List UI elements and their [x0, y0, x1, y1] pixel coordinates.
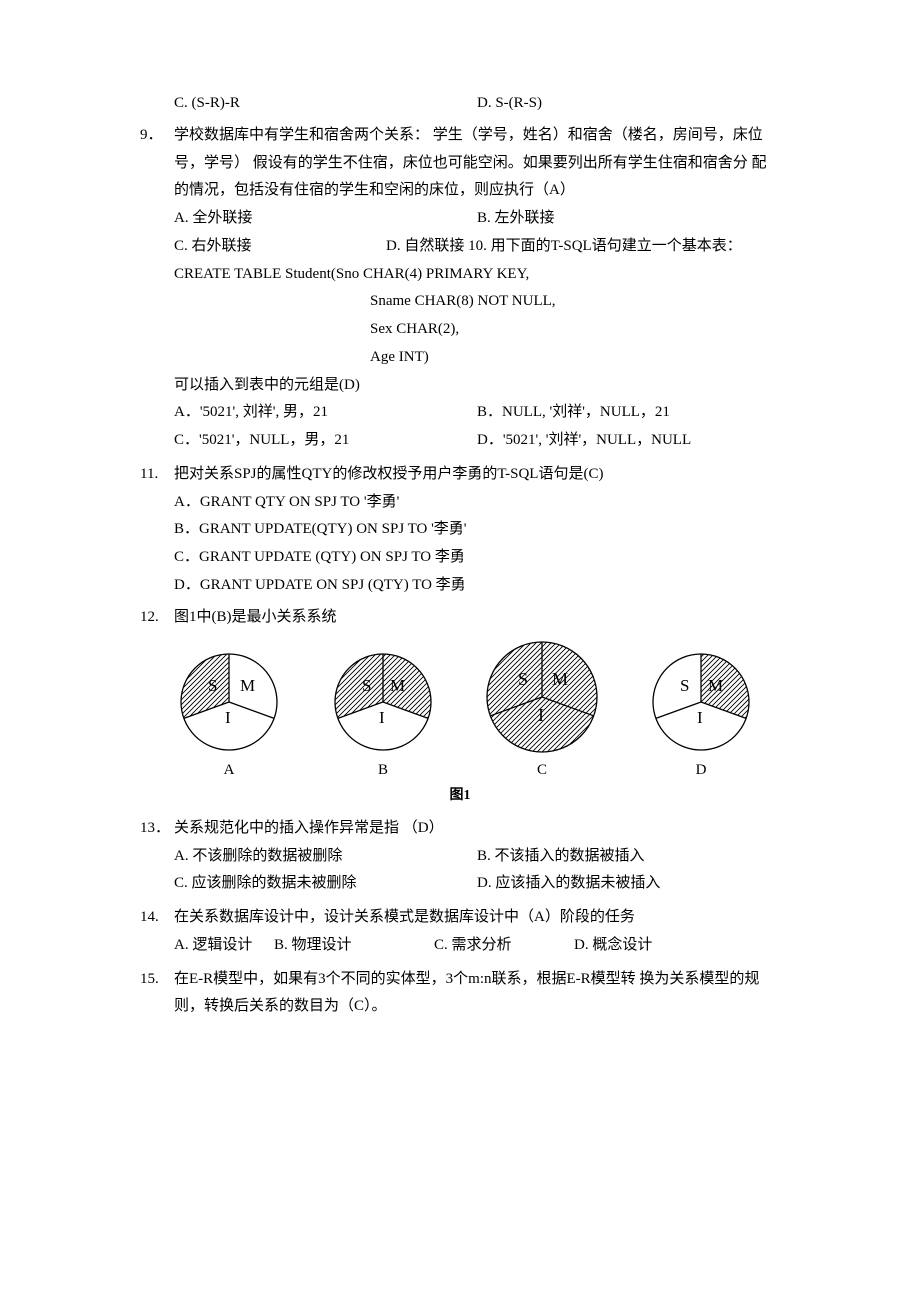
q14-stem: 在关系数据库设计中，设计关系模式是数据库设计中（A）阶段的任务 — [174, 904, 780, 932]
q12-caption: 图1 — [140, 783, 780, 809]
q12-label-c: C — [482, 757, 602, 785]
q14: 14. 在关系数据库设计中，设计关系模式是数据库设计中（A）阶段的任务 A. 逻… — [140, 904, 780, 960]
svg-text:M: M — [708, 676, 723, 695]
q12-figure-row: S M I A — [140, 631, 780, 785]
q12-stem: 图1中(B)是最小关系系统 — [174, 604, 780, 632]
q10-code-1: CREATE TABLE Student(Sno CHAR(4) PRIMARY… — [140, 261, 780, 289]
q13-stem: 关系规范化中的插入操作异常是指 （D） — [174, 815, 780, 843]
q12-fig-c: S M I C — [482, 637, 602, 785]
q15-stem: 在E-R模型中，如果有3个不同的实体型，3个m:n联系，根据E-R模型转 换为关… — [174, 966, 780, 1022]
q12-label-b: B — [328, 757, 438, 785]
q9-opt-b: B. 左外联接 — [477, 205, 780, 233]
svg-text:M: M — [240, 676, 255, 695]
q13-opt-a: A. 不该删除的数据被删除 — [174, 843, 477, 871]
svg-text:S: S — [208, 676, 217, 695]
q10-code-2: Sname CHAR(8) NOT NULL, — [140, 288, 780, 316]
q15: 15. 在E-R模型中，如果有3个不同的实体型，3个m:n联系，根据E-R模型转… — [140, 966, 780, 1022]
q13-opt-c: C. 应该删除的数据未被删除 — [174, 870, 477, 898]
q9-opt-d-q10-stem: D. 自然联接 10. 用下面的T-SQL语句建立一个基本表： — [386, 233, 920, 261]
q14-opt-b: B. 物理设计 — [274, 932, 434, 960]
q12: 12. 图1中(B)是最小关系系统 S — [140, 604, 780, 809]
svg-text:S: S — [680, 676, 689, 695]
q12-label-d: D — [646, 757, 756, 785]
q10-opt-b: B．NULL, '刘祥'，NULL，21 — [477, 399, 780, 427]
svg-text:I: I — [225, 708, 231, 727]
svg-text:I: I — [538, 705, 544, 725]
q13-opt-d: D. 应该插入的数据未被插入 — [477, 870, 780, 898]
q10-opt-a: A．'5021', 刘祥', 男，21 — [174, 399, 477, 427]
q10-opt-d: D．'5021', '刘祥'，NULL，NULL — [477, 427, 780, 455]
q14-num: 14. — [140, 904, 174, 932]
q8-opt-d: D. S-(R-S) — [477, 90, 780, 118]
svg-text:S: S — [518, 669, 528, 689]
q12-label-a: A — [174, 757, 284, 785]
q9: 9． 学校数据库中有学生和宿舍两个关系： 学生（学号，姓名）和宿舍（楼名，房间号… — [140, 122, 780, 455]
q11-num: 11. — [140, 461, 174, 489]
q15-num: 15. — [140, 966, 174, 1022]
q11-opt-a: A．GRANT QTY ON SPJ TO '李勇' — [140, 489, 780, 517]
q12-fig-d: S M I D — [646, 647, 756, 785]
q9-stem: 学校数据库中有学生和宿舍两个关系： 学生（学号，姓名）和宿舍（楼名，房间号，床位… — [174, 122, 780, 205]
q12-fig-b: S M I B — [328, 647, 438, 785]
q10-code-3: Sex CHAR(2), — [140, 316, 780, 344]
q10-insert: 可以插入到表中的元组是(D) — [140, 372, 780, 400]
svg-text:M: M — [552, 669, 568, 689]
q11-stem: 把对关系SPJ的属性QTY的修改权授予用户李勇的T-SQL语句是(C) — [174, 461, 780, 489]
q13: 13． 关系规范化中的插入操作异常是指 （D） A. 不该删除的数据被删除 B.… — [140, 815, 780, 898]
svg-text:M: M — [390, 676, 405, 695]
q11: 11. 把对关系SPJ的属性QTY的修改权授予用户李勇的T-SQL语句是(C) … — [140, 461, 780, 600]
q13-opt-b: B. 不该插入的数据被插入 — [477, 843, 780, 871]
q9-opt-a: A. 全外联接 — [174, 205, 477, 233]
q14-opt-d: D. 概念设计 — [574, 932, 780, 960]
q8-options: C. (S-R)-R D. S-(R-S) — [140, 90, 780, 118]
q14-opt-a: A. 逻辑设计 — [174, 932, 274, 960]
q9-num: 9． — [140, 122, 174, 205]
svg-text:S: S — [362, 676, 371, 695]
svg-text:I: I — [379, 708, 385, 727]
q12-num: 12. — [140, 604, 174, 632]
q12-fig-a: S M I A — [174, 647, 284, 785]
q13-num: 13． — [140, 815, 174, 843]
q14-opt-c: C. 需求分析 — [434, 932, 574, 960]
q9-opt-c: C. 右外联接 — [174, 233, 420, 261]
q10-opt-c: C．'5021'，NULL，男，21 — [174, 427, 477, 455]
q11-opt-d: D．GRANT UPDATE ON SPJ (QTY) TO 李勇 — [140, 572, 780, 600]
q8-opt-c: C. (S-R)-R — [174, 90, 477, 118]
q10-code-4: Age INT) — [140, 344, 780, 372]
svg-text:I: I — [697, 708, 703, 727]
q11-opt-c: C．GRANT UPDATE (QTY) ON SPJ TO 李勇 — [140, 544, 780, 572]
q11-opt-b: B．GRANT UPDATE(QTY) ON SPJ TO '李勇' — [140, 516, 780, 544]
